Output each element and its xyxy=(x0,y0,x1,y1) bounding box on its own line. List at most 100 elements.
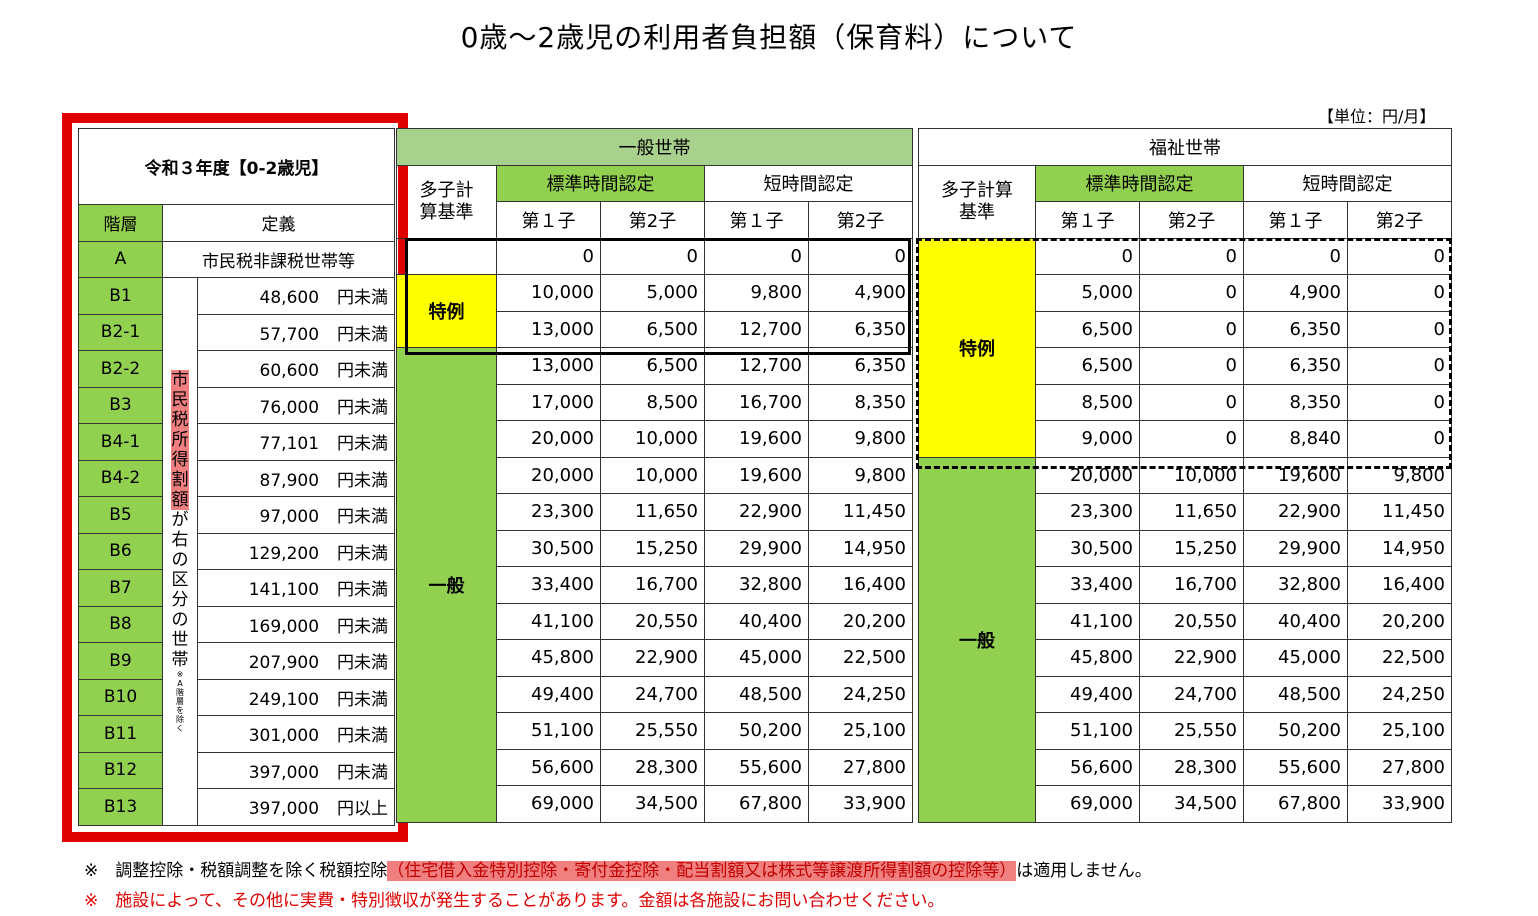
fee-cell: 4,900 xyxy=(808,274,913,312)
income-threshold-cell: 397,000 円以上 xyxy=(196,788,396,826)
fee-cell: 24,700 xyxy=(1139,675,1244,713)
second-child-header: 第2子 xyxy=(808,201,913,239)
welfare-header: 福祉世帯 xyxy=(918,128,1452,166)
table-row: 6,500 0 6,350 0 xyxy=(919,310,1452,348)
fee-cell: 12,700 xyxy=(704,347,809,385)
fee-cell: 6,500 xyxy=(600,347,705,385)
fee-cell: 33,400 xyxy=(496,566,601,604)
threshold-amount: 397,000 xyxy=(248,799,320,820)
fee-cell: 40,400 xyxy=(704,602,809,640)
table-row: B8 169,000 円未満 xyxy=(78,605,396,643)
table-row: B4-2 87,900 円未満 xyxy=(78,459,396,497)
fee-cell: 23,300 xyxy=(496,493,601,531)
second-child-header: 第2子 xyxy=(600,201,705,239)
fee-cell: 19,600 xyxy=(704,456,809,494)
table-row: 23,300 11,650 22,900 11,450 xyxy=(919,493,1452,531)
fee-cell: 34,500 xyxy=(600,785,705,823)
table-row: 49,400 24,700 48,500 24,250 xyxy=(397,675,913,713)
fee-cell: 24,250 xyxy=(808,675,913,713)
fee-cell: 6,500 xyxy=(1035,347,1140,385)
fee-cell: 16,700 xyxy=(1139,566,1244,604)
fee-cell: 45,000 xyxy=(704,639,809,677)
fee-cell: 69,000 xyxy=(1035,785,1140,823)
short-time-header: 短時間認定 xyxy=(704,164,913,202)
vertical-label-text: の xyxy=(171,549,189,570)
fee-cell: 56,600 xyxy=(496,748,601,786)
fee-cell: 12,700 xyxy=(704,310,809,348)
vertical-label-text: 右 xyxy=(171,529,189,550)
fee-cell: 27,800 xyxy=(808,748,913,786)
threshold-amount: 76,000 xyxy=(259,397,320,418)
fee-cell: 0 xyxy=(1243,237,1348,275)
fee-cell: 13,000 xyxy=(496,310,601,348)
fee-cell: 0 xyxy=(1139,274,1244,312)
level-cell: B3 xyxy=(78,386,163,424)
fee-cell: 0 xyxy=(1347,310,1452,348)
fee-cell: 49,400 xyxy=(1035,675,1140,713)
fee-cell: 33,900 xyxy=(808,785,913,823)
threshold-condition: 円未満 xyxy=(337,324,389,345)
income-threshold-cell: 207,900 円未満 xyxy=(196,642,396,680)
fee-cell: 24,700 xyxy=(600,675,705,713)
fee-cell: 5,000 xyxy=(600,274,705,312)
fee-cell: 0 xyxy=(1347,420,1452,458)
level-cell: B13 xyxy=(78,788,163,826)
threshold-amount: 207,900 xyxy=(248,653,320,674)
fee-cell: 9,000 xyxy=(1035,420,1140,458)
fee-cell: 4,900 xyxy=(1243,274,1348,312)
table-row: 30,500 15,250 29,900 14,950 xyxy=(397,529,913,567)
threshold-amount: 129,200 xyxy=(248,543,320,564)
fee-cell: 11,650 xyxy=(600,493,705,531)
table-row: 41,100 20,550 40,400 20,200 xyxy=(397,602,913,640)
level-cell: B4-1 xyxy=(78,423,163,461)
fee-cell: 9,800 xyxy=(704,274,809,312)
income-threshold-cell: 397,000 円未満 xyxy=(196,751,396,789)
table-row: B4-1 77,101 円未満 xyxy=(78,423,396,461)
table-row: 20,000 10,000 19,600 9,800 xyxy=(397,456,913,494)
vertical-label-highlight: 税 xyxy=(171,409,189,430)
page-title: 0歳～2歳児の利用者負担額（保育料）について xyxy=(460,21,1078,54)
fee-cell: 14,950 xyxy=(808,529,913,567)
definition-col-header: 定義 xyxy=(161,204,396,242)
fee-cell: 34,500 xyxy=(1139,785,1244,823)
fee-cell: 40,400 xyxy=(1243,602,1348,640)
table-row: B2-2 60,600 円未満 xyxy=(78,350,396,388)
fee-cell: 0 xyxy=(1035,237,1140,275)
note-tax-deduction: ※ 調整控除・税額調整を除く税額控除（住宅借入金特別控除・寄付金控除・配当割額又… xyxy=(84,856,1152,881)
level-col-header: 階層 xyxy=(78,204,163,242)
fee-cell: 24,250 xyxy=(1347,675,1452,713)
fee-cell: 48,500 xyxy=(1243,675,1348,713)
table-row: 41,100 20,550 40,400 20,200 xyxy=(919,602,1452,640)
threshold-amount: 301,000 xyxy=(248,726,320,747)
table-row: 一般 13,000 6,500 12,700 6,350 xyxy=(396,347,913,823)
table-row: 23,300 11,650 22,900 11,450 xyxy=(397,493,913,531)
table-row: B1 市民税所得割額が右の区分の世帯 ※A階層を除く 48,600 円未満 xyxy=(78,277,396,826)
fee-cell: 41,100 xyxy=(1035,602,1140,640)
level-cell: B2-2 xyxy=(78,350,163,388)
fee-cell: 14,950 xyxy=(1347,529,1452,567)
income-threshold-cell: 129,200 円未満 xyxy=(196,532,396,570)
income-threshold-cell: 57,700 円未満 xyxy=(196,313,396,351)
fee-cell: 13,000 xyxy=(496,347,601,385)
level-cell: B5 xyxy=(78,496,163,534)
fee-cell: 20,000 xyxy=(496,420,601,458)
fee-cell: 51,100 xyxy=(496,712,601,750)
definition-cell: 市民税非課税世帯等 xyxy=(161,240,396,278)
threshold-amount: 97,000 xyxy=(259,507,320,528)
fee-cell: 0 xyxy=(496,237,601,275)
fee-cell: 9,800 xyxy=(808,420,913,458)
fee-cell: 16,400 xyxy=(808,566,913,604)
level-definition-table: 令和３年度【0-2歳児】 階層 定義 A 市民税非課税世帯等 B1 市民税所得割額が右… xyxy=(77,128,396,826)
second-child-header: 第2子 xyxy=(1139,201,1244,239)
level-cell: B10 xyxy=(78,678,163,716)
general-header: 一般世帯 xyxy=(396,128,913,166)
fee-cell: 50,200 xyxy=(704,712,809,750)
short-time-header: 短時間認定 xyxy=(1243,164,1452,202)
fee-cell: 20,000 xyxy=(496,456,601,494)
vertical-label-highlight: 得 xyxy=(171,449,189,470)
threshold-amount: 77,101 xyxy=(259,434,320,455)
level-cell: A xyxy=(78,240,163,278)
fee-cell: 20,000 xyxy=(1035,456,1140,494)
fee-cell: 22,900 xyxy=(1243,493,1348,531)
fee-cell: 15,250 xyxy=(600,529,705,567)
